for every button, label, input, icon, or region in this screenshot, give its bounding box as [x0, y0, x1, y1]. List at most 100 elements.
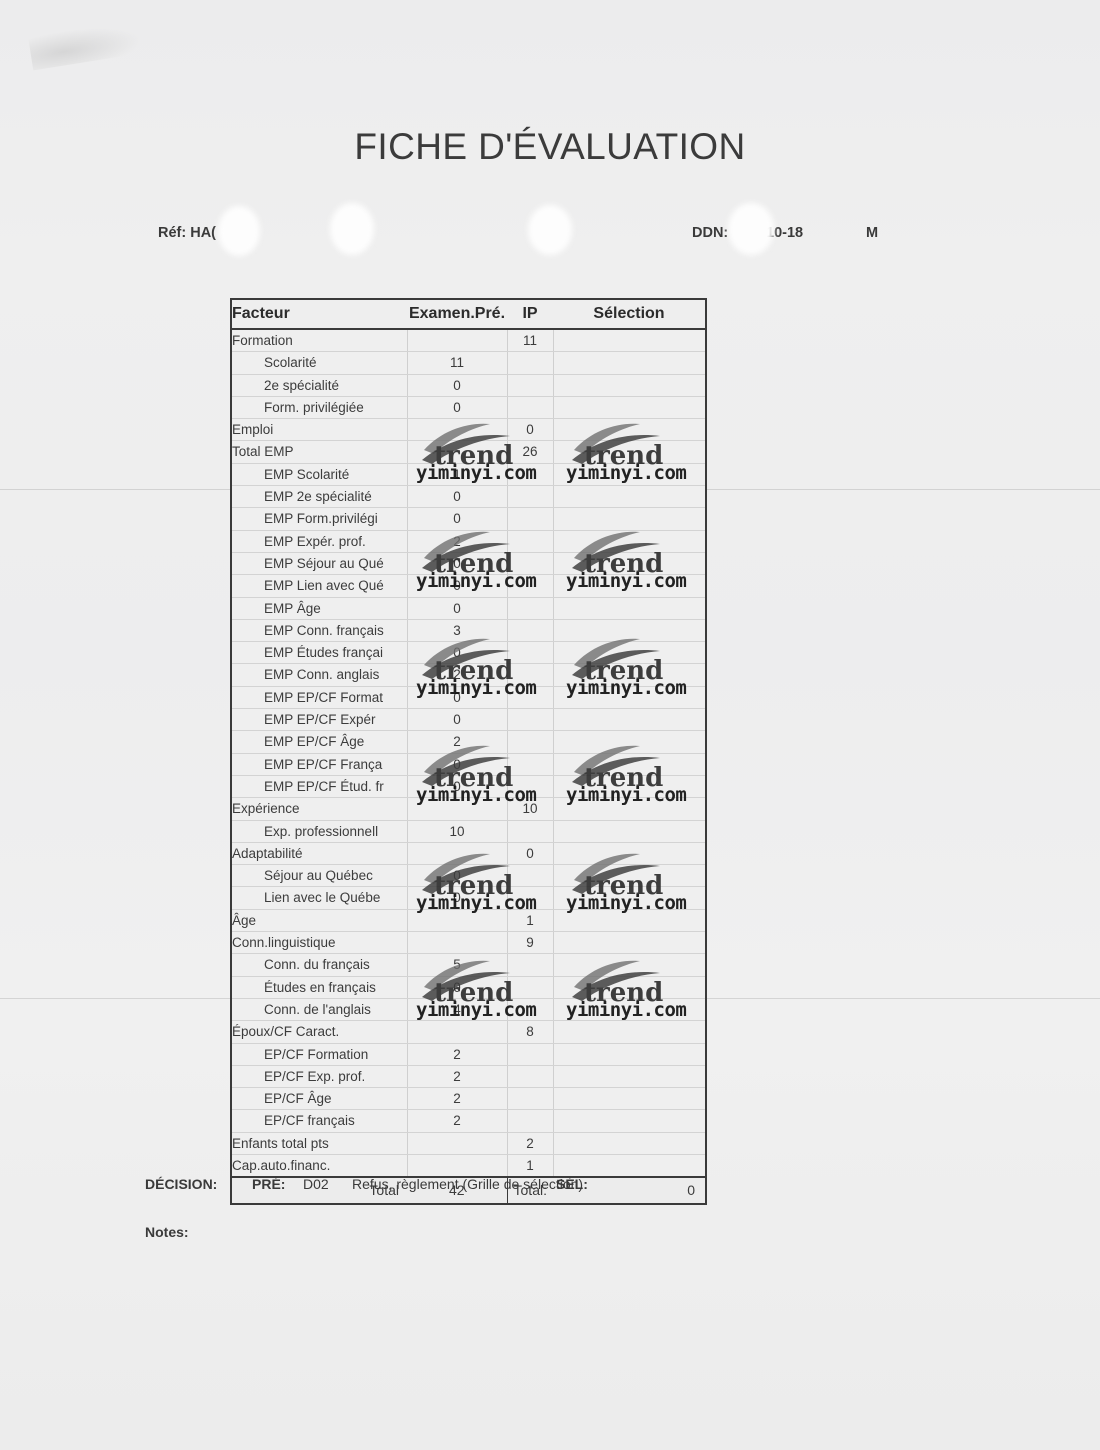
cell-factor: EMP Âge [232, 597, 408, 620]
cell-factor: Conn. du français [232, 953, 408, 977]
cell-examen-pre [407, 842, 508, 866]
table-row: EP/CF français 2 [232, 1109, 705, 1133]
cell-examen-pre: 5 [407, 953, 508, 977]
cell-factor: Form. privilégiée [232, 396, 408, 420]
table-row: Études en français 0 [232, 976, 705, 999]
cell-ip: 0 [507, 418, 553, 442]
redaction-blob [528, 205, 572, 255]
cell-examen-pre [407, 440, 508, 464]
cell-ip [507, 463, 553, 487]
notes-label: Notes: [145, 1224, 189, 1240]
cell-selection [552, 440, 705, 464]
cell-ip: 26 [507, 440, 553, 464]
cell-factor: EP/CF Exp. prof. [232, 1065, 408, 1089]
cell-examen-pre [407, 418, 508, 442]
cell-examen-pre: 0 [407, 753, 508, 776]
cell-factor: EMP Expér. prof. [232, 530, 408, 553]
table-row: Enfants total pts 2 [232, 1132, 705, 1155]
cell-ip [507, 351, 553, 375]
cell-ip: 2 [507, 1132, 553, 1155]
table-row: EMP EP/CF França 0 [232, 753, 705, 776]
cell-selection [552, 619, 705, 643]
cell-examen-pre: 0 [407, 374, 508, 397]
cell-examen-pre: 0 [407, 396, 508, 420]
cell-examen-pre: 11 [407, 351, 508, 375]
cell-selection [552, 552, 705, 576]
cell-factor: Exp. professionnell [232, 820, 408, 843]
column-header-facteur: Facteur [232, 300, 407, 330]
cell-examen-pre: 2 [407, 1109, 508, 1133]
cell-examen-pre [407, 1020, 508, 1044]
total-label: Total [232, 1176, 407, 1204]
column-header-ip: IP [507, 300, 553, 330]
cell-selection [552, 842, 705, 866]
column-header-selection: Sélection [553, 300, 705, 330]
table-row: 2e spécialité 0 [232, 374, 705, 397]
table-row: Emploi 0 [232, 418, 705, 442]
cell-factor: EP/CF Âge [232, 1087, 408, 1111]
cell-factor: Adaptabilité [232, 842, 408, 866]
cell-factor: Enfants total pts [232, 1132, 408, 1155]
cell-factor: EMP EP/CF Âge [232, 730, 408, 754]
cell-ip [507, 641, 553, 665]
cell-examen-pre: 0 [407, 708, 508, 732]
cell-factor: Total EMP [232, 440, 408, 464]
table-row: EMP Expér. prof. 2 [232, 530, 705, 553]
cell-factor: Formation [232, 329, 408, 353]
cell-examen-pre: 0 [407, 641, 508, 665]
table-row: Conn. du français 5 [232, 953, 705, 977]
cell-ip [507, 753, 553, 776]
cell-factor: EMP Scolarité [232, 463, 408, 487]
table-row: Cap.auto.financ. 1 [232, 1154, 705, 1178]
table-row: EP/CF Âge 2 [232, 1087, 705, 1111]
table-row: Séjour au Québec 0 [232, 864, 705, 888]
cell-ip [507, 552, 553, 576]
table-row: EMP Séjour au Qué 0 [232, 552, 705, 576]
cell-factor: EMP EP/CF Étud. fr [232, 775, 408, 799]
cell-ip [507, 864, 553, 888]
cell-selection [552, 730, 705, 754]
cell-examen-pre [407, 329, 508, 353]
table-row: EMP EP/CF Étud. fr 0 [232, 775, 705, 799]
cell-selection [552, 909, 705, 933]
cell-selection [552, 886, 705, 910]
cell-ip [507, 998, 553, 1022]
table-row: EMP Conn. anglais 2 [232, 663, 705, 687]
cell-examen-pre: 2 [407, 530, 508, 553]
cell-examen-pre: 0 [407, 507, 508, 531]
cell-ip [507, 730, 553, 754]
cell-examen-pre: 0 [407, 864, 508, 888]
table-row: EMP EP/CF Âge 2 [232, 730, 705, 754]
redaction-blob [330, 203, 374, 255]
decision-label: DÉCISION: [145, 1176, 218, 1192]
cell-examen-pre: 2 [407, 1043, 508, 1066]
table-row: Adaptabilité 0 [232, 842, 705, 866]
cell-ip [507, 1043, 553, 1066]
cell-factor: EMP Séjour au Qué [232, 552, 408, 576]
cell-selection [552, 1087, 705, 1111]
cell-factor: EMP EP/CF Expér [232, 708, 408, 732]
cell-examen-pre: 4 [407, 998, 508, 1022]
cell-selection [552, 374, 705, 397]
cell-examen-pre: 1 [407, 463, 508, 487]
table-row: Lien avec le Québe 0 [232, 886, 705, 910]
redaction-blob [218, 206, 260, 256]
cell-selection [552, 797, 705, 821]
table-row: EMP Form.privilégi 0 [232, 507, 705, 531]
cell-factor: EMP Form.privilégi [232, 507, 408, 531]
cell-ip [507, 619, 553, 643]
cell-factor: Études en français [232, 976, 408, 999]
cell-selection [552, 641, 705, 665]
cell-factor: Conn.linguistique [232, 931, 408, 955]
cell-selection [552, 931, 705, 955]
table-header-row: Facteur Examen.Pré. IP Sélection [232, 300, 705, 330]
sel-total-label: Total: [506, 1176, 553, 1204]
cell-selection [552, 998, 705, 1022]
cell-examen-pre: 0 [407, 552, 508, 576]
cell-ip [507, 708, 553, 732]
cell-selection [552, 976, 705, 999]
cell-factor: Âge [232, 909, 408, 933]
cell-factor: Séjour au Québec [232, 864, 408, 888]
cell-examen-pre: 2 [407, 663, 508, 687]
cell-ip [507, 953, 553, 977]
